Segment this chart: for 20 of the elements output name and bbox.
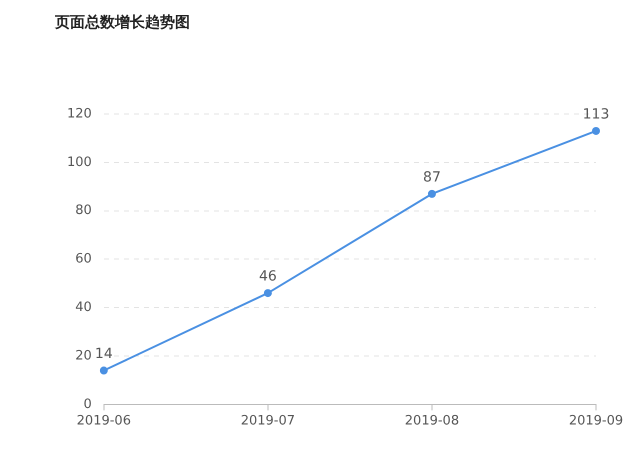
x-tick-label: 2019-09 xyxy=(568,414,624,429)
x-tick-label: 2019-07 xyxy=(240,414,296,429)
y-tick-label: 120 xyxy=(66,106,92,122)
y-tick-label: 80 xyxy=(75,203,92,218)
y-tick-label: 0 xyxy=(84,396,92,412)
data-label: 87 xyxy=(423,170,441,186)
data-label: 46 xyxy=(258,268,277,285)
y-tick-label: 40 xyxy=(75,300,92,315)
data-label: 14 xyxy=(94,346,113,362)
x-tick-label: 2019-08 xyxy=(404,414,460,429)
y-tick-label: 20 xyxy=(75,348,92,364)
y-tick-label: 100 xyxy=(66,154,92,170)
chart-title: 页面总数增长趋势图 xyxy=(54,12,190,31)
x-tick-label: 2019-06 xyxy=(76,414,131,429)
data-label: 113 xyxy=(582,106,610,123)
point xyxy=(264,289,272,298)
y-tick-label: 60 xyxy=(75,252,92,267)
point xyxy=(428,190,436,198)
point xyxy=(592,126,600,135)
point xyxy=(100,366,108,375)
